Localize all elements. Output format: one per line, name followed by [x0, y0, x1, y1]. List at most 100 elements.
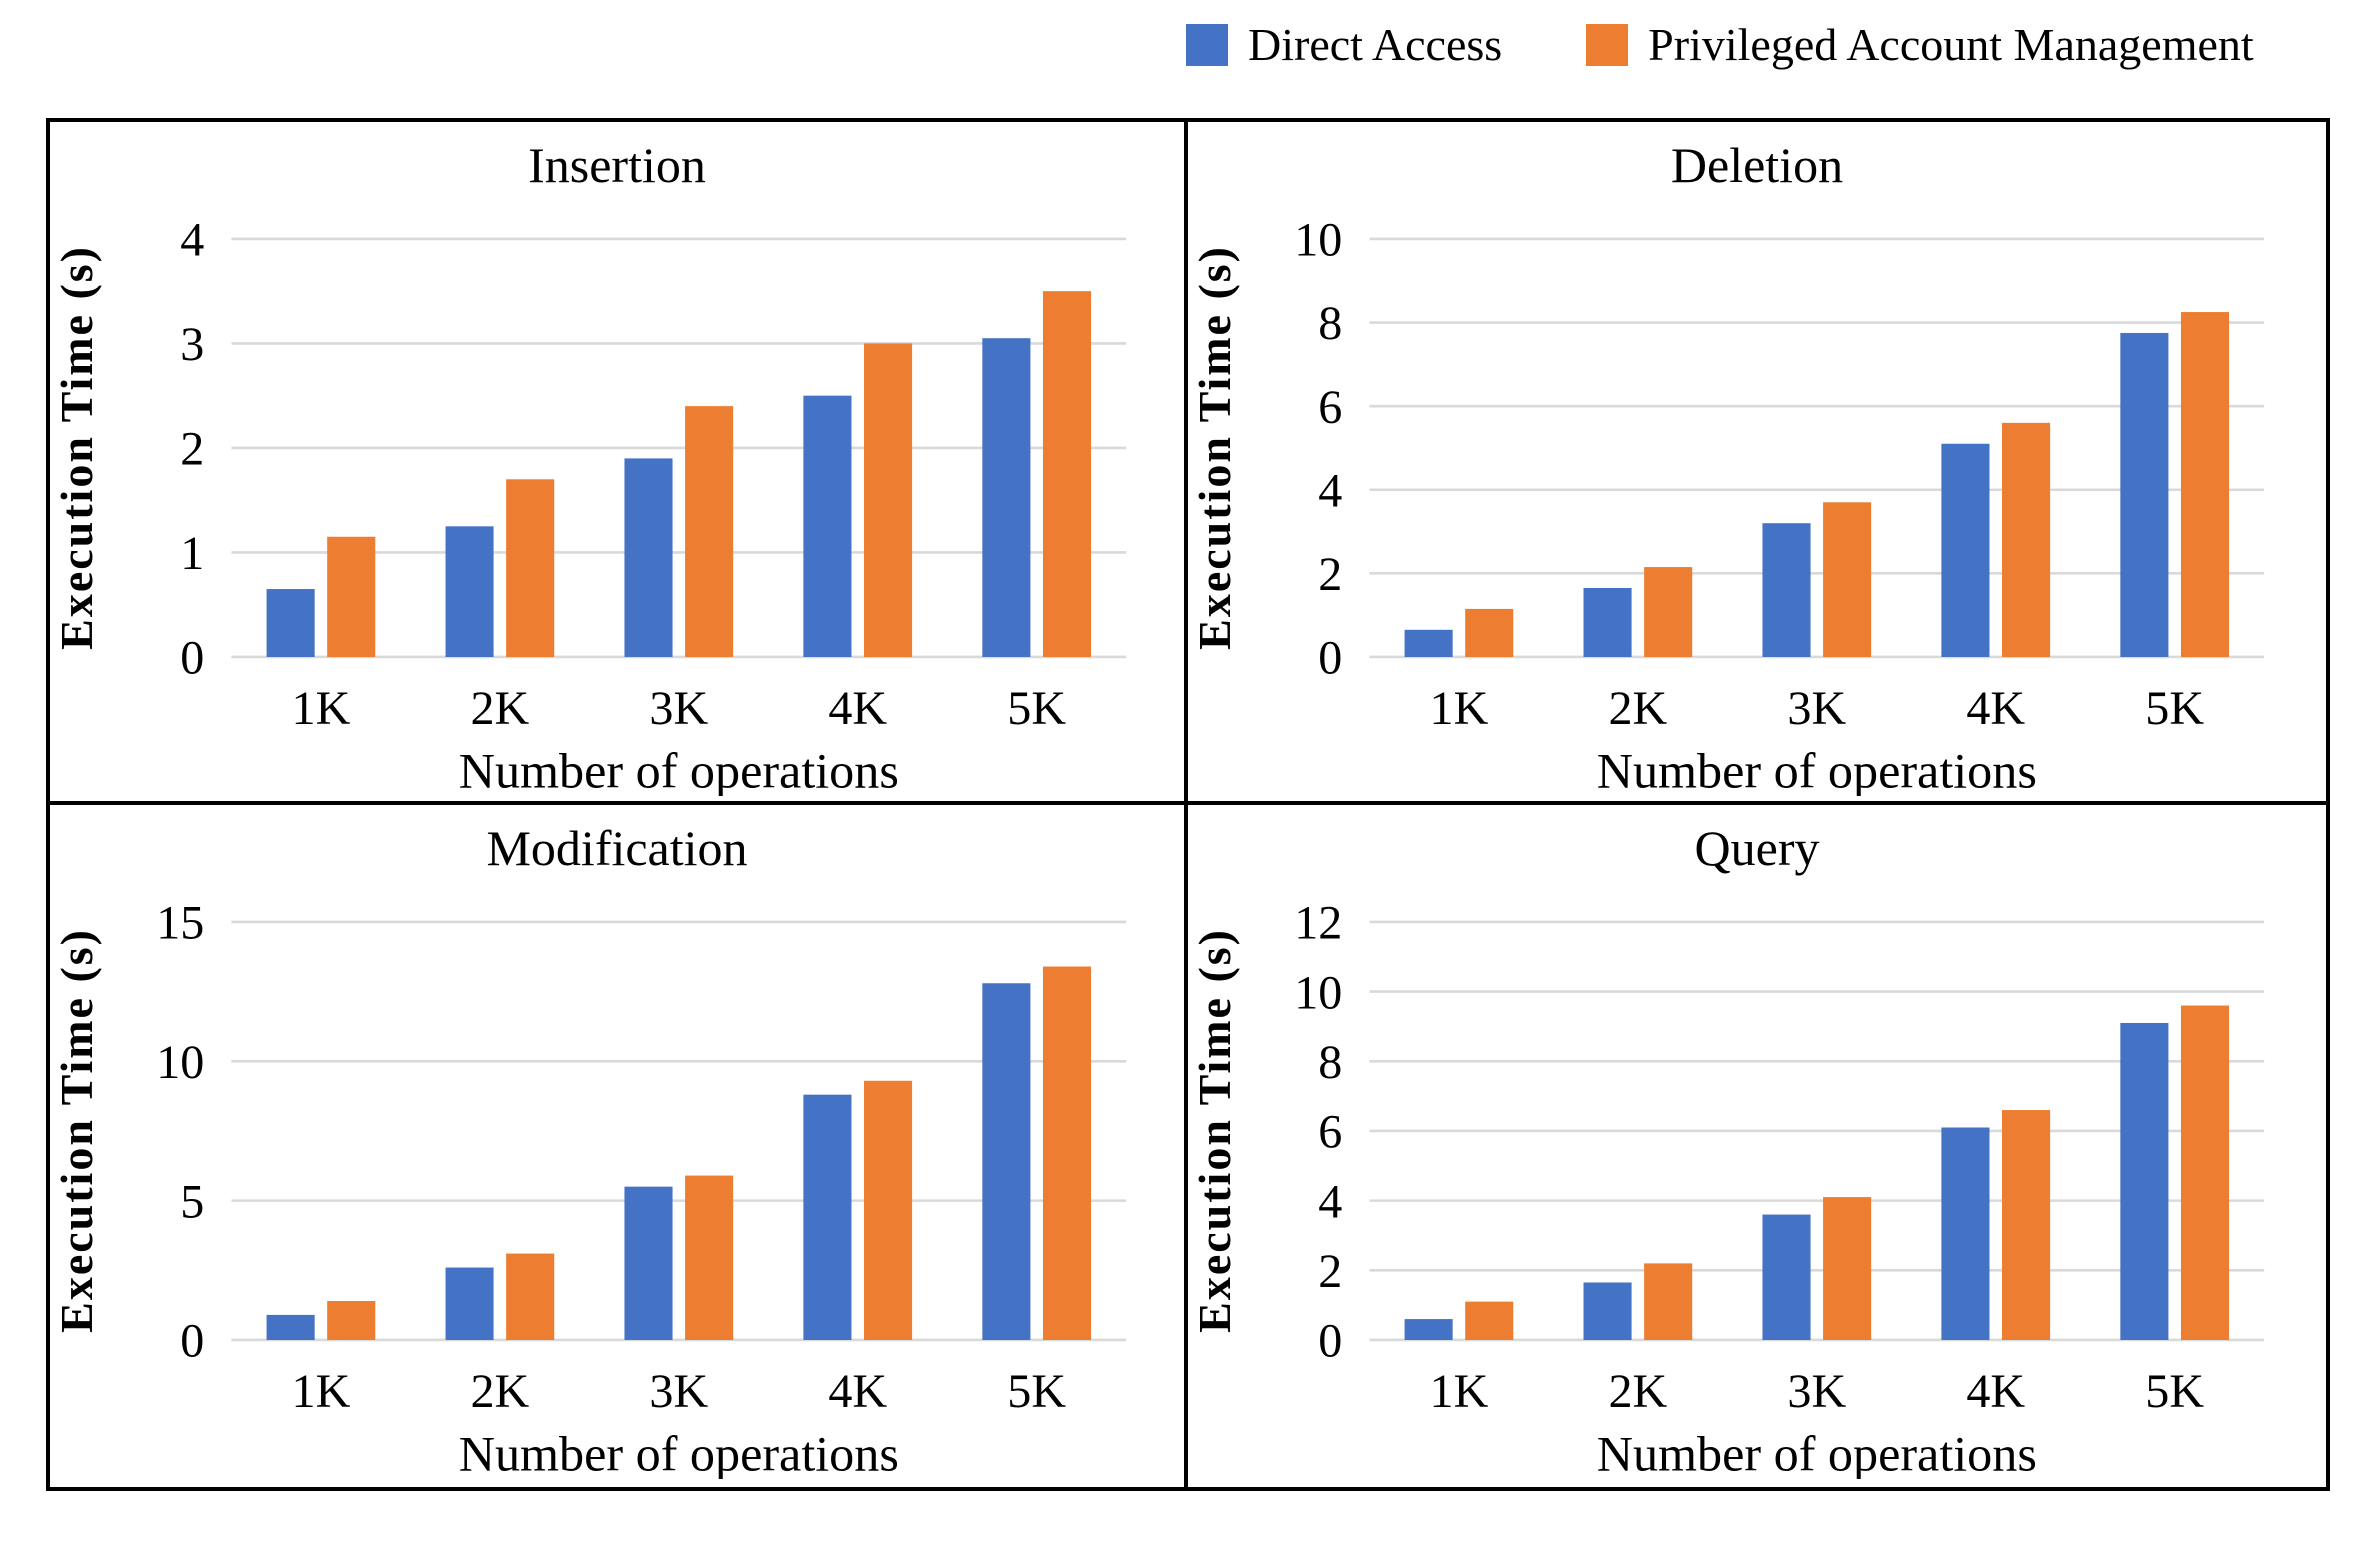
- bar-direct-access: [2120, 332, 2169, 657]
- x-tick-label: 3K: [1787, 1364, 1846, 1417]
- y-tick-label: 0: [1318, 632, 1342, 685]
- y-tick-label: 10: [156, 1035, 204, 1088]
- bar-privileged-account-management: [685, 406, 734, 657]
- bar-privileged-account-management: [1465, 1301, 1514, 1340]
- x-tick-label: 4K: [1966, 1364, 2025, 1417]
- x-tick-label: 4K: [828, 682, 887, 735]
- y-tick-label: 1: [180, 527, 204, 580]
- y-tick-label: 5: [180, 1175, 204, 1228]
- bar-direct-access: [1404, 1318, 1453, 1340]
- bar-privileged-account-management: [327, 536, 376, 657]
- y-tick-label: 12: [1294, 896, 1342, 949]
- x-tick-label: 1K: [292, 1364, 351, 1417]
- y-tick-label: 8: [1318, 1035, 1342, 1088]
- bar-direct-access: [1583, 588, 1632, 657]
- x-tick-label: 1K: [1430, 682, 1489, 735]
- bar-privileged-account-management: [506, 1253, 555, 1340]
- x-axis-label: Number of operations: [1597, 743, 2037, 796]
- bar-direct-access: [2120, 1022, 2169, 1340]
- x-tick-label: 2K: [1608, 682, 1667, 735]
- bar-privileged-account-management: [1644, 1262, 1693, 1340]
- chart-title-deletion: Deletion: [1670, 137, 1844, 193]
- x-tick-label: 3K: [1787, 682, 1846, 735]
- x-tick-label: 4K: [1966, 682, 2025, 735]
- bar-direct-access: [1941, 443, 1990, 657]
- bar-privileged-account-management: [1465, 608, 1514, 657]
- panel-query: Query Execution Time (s) 0 2 4 6 8 10 12 1K 2K 3K…: [1188, 805, 2326, 1488]
- y-tick-label: 4: [1318, 1175, 1342, 1228]
- x-tick-label: 2K: [1608, 1364, 1667, 1417]
- x-tick-label: 3K: [649, 1364, 708, 1417]
- bar-privileged-account-management: [1042, 966, 1092, 1340]
- bar-direct-access: [624, 458, 673, 657]
- y-tick-label: 3: [180, 318, 204, 371]
- legend-item-direct-access: Direct Access: [1186, 18, 1502, 71]
- bar-direct-access: [1762, 1214, 1811, 1340]
- y-tick-label: 0: [180, 1314, 204, 1367]
- bar-direct-access: [445, 526, 494, 657]
- legend-label-privileged-account-management: Privileged Account Management: [1648, 19, 2254, 70]
- panel-insertion: Insertion Execution Time (s) 0 1 2 3 4 1K 2K 3K…: [50, 122, 1188, 805]
- x-tick-label: 5K: [1007, 682, 1066, 735]
- bar-chart-insertion: 0 1 2 3 4 1K 2K 3K 4K 5K Number of operations: [180, 214, 1127, 796]
- y-tick-label: 0: [180, 632, 204, 685]
- bar-direct-access: [1583, 1281, 1632, 1340]
- legend-label-direct-access: Direct Access: [1248, 19, 1503, 70]
- charts-grid: Insertion Execution Time (s) 0 1 2 3 4 1K 2K 3K…: [46, 118, 2330, 1491]
- bar-direct-access: [624, 1186, 673, 1340]
- bar-privileged-account-management: [685, 1175, 734, 1340]
- legend: Direct Access Privileged Account Managem…: [1186, 18, 2254, 71]
- chart-title-modification: Modification: [486, 819, 748, 876]
- y-tick-label: 2: [180, 423, 204, 476]
- bar-privileged-account-management: [2002, 422, 2051, 657]
- y-tick-label: 10: [1294, 966, 1342, 1019]
- x-axis-label: Number of operations: [1597, 1425, 2037, 1478]
- bar-direct-access: [266, 589, 315, 657]
- y-axis-label: Execution Time (s): [51, 927, 102, 1333]
- y-tick-label: 4: [1318, 464, 1342, 517]
- bar-privileged-account-management: [2180, 312, 2230, 657]
- y-tick-label: 8: [1318, 297, 1342, 350]
- bar-privileged-account-management: [1823, 502, 1872, 657]
- bar-privileged-account-management: [327, 1300, 376, 1340]
- x-tick-label: 5K: [2145, 682, 2204, 735]
- bar-direct-access: [803, 395, 852, 657]
- y-axis-label: Execution Time (s): [51, 245, 102, 650]
- y-tick-label: 0: [1318, 1314, 1342, 1367]
- x-tick-label: 5K: [2145, 1364, 2204, 1417]
- bar-direct-access: [803, 1094, 852, 1340]
- bar-direct-access: [982, 338, 1031, 657]
- bar-privileged-account-management: [1042, 291, 1092, 657]
- y-axis-label: Execution Time (s): [1189, 927, 1240, 1333]
- legend-swatch-direct-access-icon: [1186, 23, 1228, 66]
- x-tick-label: 3K: [649, 682, 708, 735]
- bar-direct-access: [266, 1314, 315, 1340]
- bar-privileged-account-management: [506, 479, 555, 657]
- chart-title-query: Query: [1694, 819, 1820, 876]
- chart-title-insertion: Insertion: [528, 137, 706, 193]
- x-tick-label: 2K: [470, 682, 529, 735]
- bar-direct-access: [1404, 629, 1453, 657]
- y-tick-label: 10: [1294, 214, 1342, 267]
- y-tick-label: 15: [156, 896, 204, 949]
- bar-direct-access: [1941, 1126, 1990, 1340]
- y-tick-label: 4: [180, 214, 204, 267]
- panel-modification: Modification Execution Time (s) 0 5 10 15 1K…: [50, 804, 1188, 1487]
- x-tick-label: 1K: [1430, 1364, 1489, 1417]
- bar-privileged-account-management: [1644, 567, 1693, 657]
- bar-privileged-account-management: [864, 343, 913, 657]
- x-axis-label: Number of operations: [459, 743, 899, 796]
- panel-deletion: Deletion Execution Time (s) 0 2 4 6 8 10 1K 2K 3…: [1188, 122, 2326, 805]
- y-axis-label: Execution Time (s): [1189, 245, 1240, 650]
- bar-chart-modification: 0 5 10 15 1K 2K 3K 4K 5K Number of operations: [156, 896, 1127, 1479]
- bar-privileged-account-management: [2002, 1109, 2051, 1340]
- y-tick-label: 2: [1318, 1245, 1342, 1298]
- legend-item-privileged-account-management: Privileged Account Management: [1586, 18, 2254, 71]
- x-tick-label: 5K: [1007, 1364, 1066, 1417]
- y-tick-label: 2: [1318, 548, 1342, 601]
- bar-chart-deletion: 0 2 4 6 8 10 1K 2K 3K 4K 5K Number of operations: [1294, 214, 2265, 796]
- y-tick-label: 6: [1318, 381, 1342, 434]
- x-tick-label: 2K: [470, 1364, 529, 1417]
- bar-privileged-account-management: [1823, 1196, 1872, 1340]
- bar-privileged-account-management: [2180, 1005, 2230, 1340]
